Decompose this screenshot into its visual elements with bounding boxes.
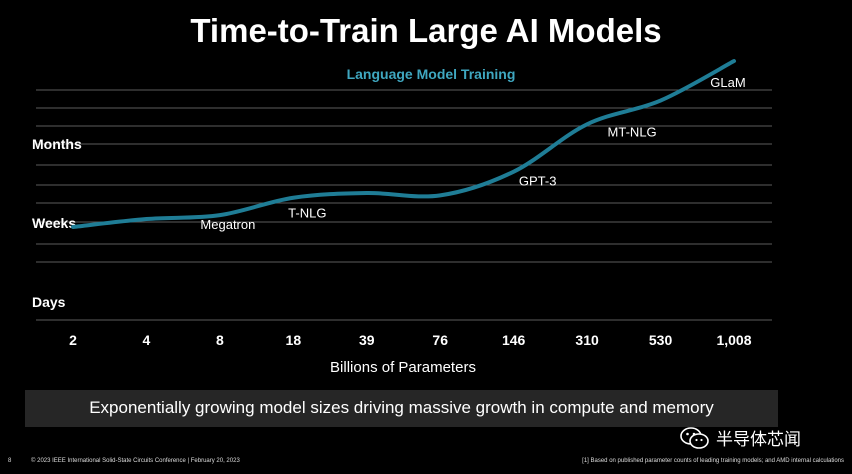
annotations: Megatron T-NLG GPT-3 MT-NLG GLaM bbox=[200, 75, 745, 232]
watermark: 半导体芯闻 bbox=[680, 425, 801, 450]
x-tick: 8 bbox=[216, 332, 224, 348]
y-axis-labels: Days Weeks Months bbox=[32, 136, 82, 310]
x-tick: 39 bbox=[359, 332, 375, 348]
x-tick: 530 bbox=[649, 332, 673, 348]
footer-note: [1] Based on published parameter counts … bbox=[582, 458, 844, 464]
x-tick: 4 bbox=[143, 332, 151, 348]
x-tick: 76 bbox=[432, 332, 448, 348]
footer-conference: © 2023 IEEE International Solid-State Ci… bbox=[31, 458, 240, 464]
banner-text: Exponentially growing model sizes drivin… bbox=[89, 398, 714, 417]
series-line bbox=[71, 59, 736, 229]
gridlines bbox=[36, 89, 772, 321]
annotation-t-nlg: T-NLG bbox=[288, 206, 326, 221]
x-tick: 18 bbox=[286, 332, 302, 348]
series-layer bbox=[71, 59, 736, 229]
x-tick: 146 bbox=[502, 332, 526, 348]
footer-left: 8 © 2023 IEEE International Solid-State … bbox=[8, 458, 240, 464]
x-tick: 1,008 bbox=[716, 332, 751, 348]
watermark-text: 半导体芯闻 bbox=[716, 430, 801, 449]
annotation-megatron: Megatron bbox=[200, 217, 255, 232]
chart-subtitle: Language Model Training bbox=[346, 66, 516, 82]
annotation-mt-nlg: MT-NLG bbox=[608, 124, 657, 139]
time-to-train-chart: Days Weeks Months Megatron T-NLG GPT-3 MT-NLG… bbox=[32, 59, 772, 376]
wechat-icon bbox=[680, 426, 709, 449]
annotation-glam: GLaM bbox=[710, 75, 745, 90]
y-label-months: Months bbox=[32, 136, 82, 152]
x-tick: 310 bbox=[575, 332, 599, 348]
y-label-days: Days bbox=[32, 294, 66, 310]
x-tick: 2 bbox=[69, 332, 77, 348]
page-number: 8 bbox=[8, 458, 12, 464]
message-banner: Exponentially growing model sizes drivin… bbox=[25, 390, 778, 427]
annotation-gpt-3: GPT-3 bbox=[519, 174, 557, 189]
x-axis-label: Billions of Parameters bbox=[330, 359, 476, 376]
y-label-weeks: Weeks bbox=[32, 215, 76, 231]
x-axis-ticks: 2 4 8 18 39 76 146 310 530 1,008 bbox=[69, 332, 752, 348]
slide-title: Time-to-Train Large AI Models bbox=[190, 12, 662, 49]
